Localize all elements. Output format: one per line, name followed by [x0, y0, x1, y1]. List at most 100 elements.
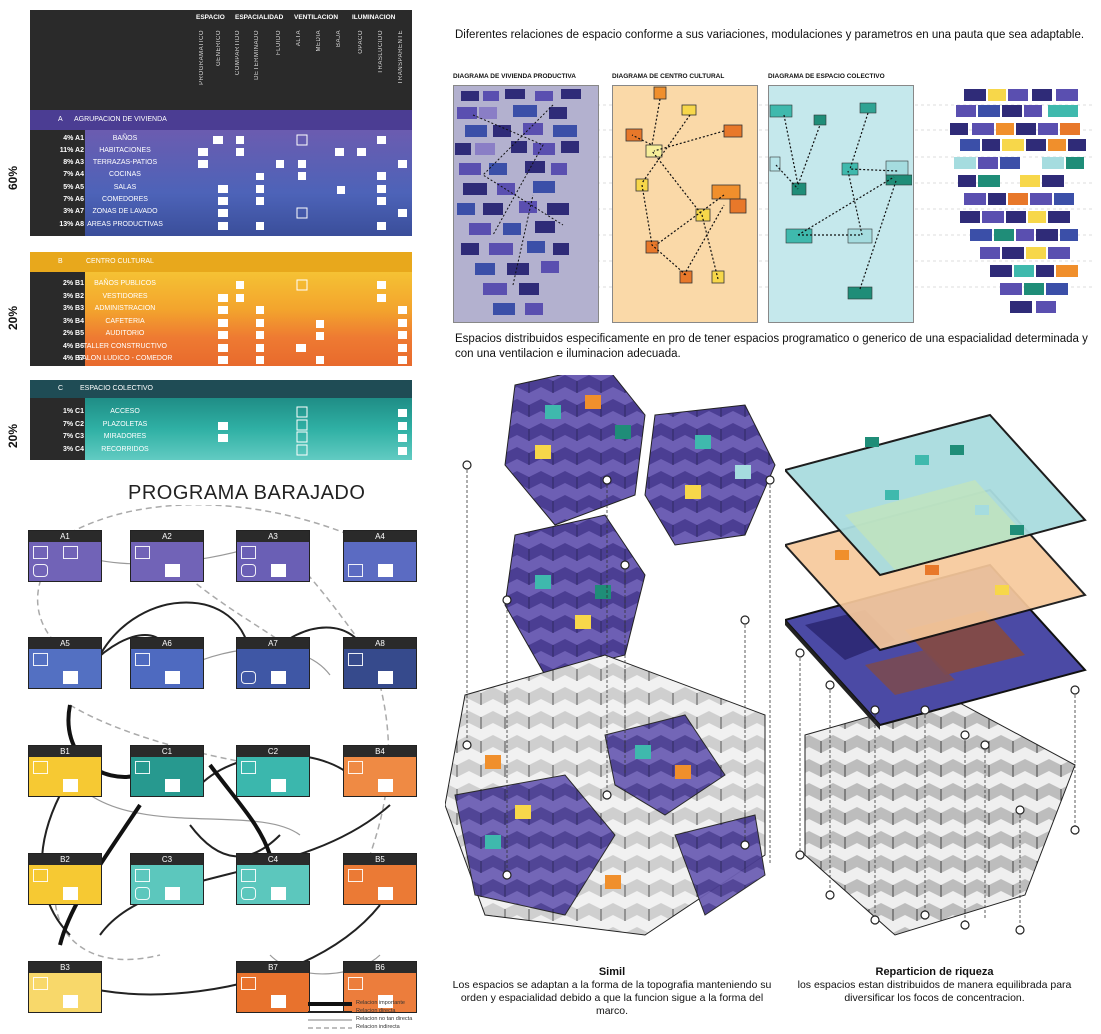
node-a5: A5	[28, 637, 102, 689]
legend-indirect: Relacion indirecta	[356, 1024, 400, 1030]
composite-blocks	[950, 89, 1086, 313]
panel-colectivo	[768, 85, 914, 323]
row-b4-name: CAFETERIA	[105, 318, 145, 325]
node-a3: A3	[236, 530, 310, 582]
colectivo-blocks	[769, 102, 912, 300]
row-a6-name: COMEDORES	[102, 196, 148, 203]
header-iluminacion: ILUMINACION	[352, 14, 396, 21]
group-a-left	[30, 130, 85, 236]
row-a7-pct: 3% A7	[63, 208, 84, 215]
riqueza-body: los espacios estan distribuidos de maner…	[797, 979, 1072, 1004]
row-b7-pct: 4% B7	[62, 355, 84, 362]
group-a-name: AGRUPACION DE VIVIENDA	[74, 116, 167, 123]
row-b6-pct: 4% B6	[62, 343, 84, 350]
row-b3-name: ADMINISTRACION	[94, 305, 156, 312]
node-label: C3	[131, 854, 203, 865]
node-label: A6	[131, 638, 203, 649]
group-c-bar	[30, 380, 412, 398]
row-b5-pct: 2% B5	[62, 330, 84, 337]
node-c1: C1	[130, 745, 204, 797]
row-b1-name: BAÑOS PUBLICOS	[94, 280, 156, 287]
node-label: A5	[29, 638, 101, 649]
node-label: C2	[237, 746, 309, 757]
simil-body: Los espacios se adaptan a la forma de la…	[452, 979, 772, 1017]
row-b4-pct: 3% B4	[62, 318, 84, 325]
row-a3-name: TERRAZAS-PATIOS	[92, 159, 158, 166]
row-c4-name: RECORRIDOS	[101, 446, 149, 453]
header-ventilacion: VENTILACION	[294, 14, 339, 21]
row-a5-pct: 5% A5	[63, 184, 84, 191]
row-a1-pct: 4% A1	[63, 135, 84, 142]
legend-important: Relacion importante	[356, 1000, 405, 1006]
row-b2-pct: 3% B2	[62, 293, 84, 300]
row-a8-pct: 13% A8	[59, 221, 84, 228]
row-b6-name: TALLER CONSTRUCTIVO	[83, 343, 167, 350]
node-b7: B7	[236, 961, 310, 1013]
program-table: ESPACIO ESPACIALIDAD VENTILACION ILUMINA…	[0, 0, 420, 470]
node-c4: C4	[236, 853, 310, 905]
header-espacio: ESPACIO	[196, 14, 225, 21]
group-c-name: ESPACIO COLECTIVO	[80, 385, 153, 392]
row-a3-pct: 8% A3	[63, 159, 84, 166]
row-c3-pct: 7% C3	[62, 433, 84, 440]
group-b-name: CENTRO CULTURAL	[86, 258, 154, 265]
row-a6-pct: 7% A6	[63, 196, 84, 203]
row-c3-name: MIRADORES	[103, 433, 147, 440]
row-b5-name: AUDITORIO	[105, 330, 145, 337]
node-b2: B2	[28, 853, 102, 905]
cultural-blocks	[625, 86, 747, 284]
row-c1-name: ACCESO	[110, 408, 140, 415]
node-c3: C3	[130, 853, 204, 905]
header-espacialidad: ESPACIALIDAD	[235, 14, 284, 21]
row-a1-name: BAÑOS	[112, 135, 138, 142]
node-a7: A7	[236, 637, 310, 689]
node-b4: B4	[343, 745, 417, 797]
node-label: B2	[29, 854, 101, 865]
group-b-left	[30, 272, 85, 366]
group-c-code: C	[58, 385, 64, 392]
node-c2: C2	[236, 745, 310, 797]
node-a4: A4	[343, 530, 417, 582]
node-b6: B6	[343, 961, 417, 1013]
node-b3: B3	[28, 961, 102, 1013]
vivienda-blocks	[455, 89, 581, 315]
row-c2-name: PLAZOLETAS	[102, 421, 148, 428]
riqueza-layers	[785, 413, 1087, 936]
node-label: B7	[237, 962, 309, 973]
node-label: B4	[344, 746, 416, 757]
node-label: B3	[29, 962, 101, 973]
intro-text: Diferentes relaciones de espacio conform…	[455, 29, 1085, 41]
group-a-code: A	[58, 116, 63, 123]
node-b5: B5	[343, 853, 417, 905]
node-label: B1	[29, 746, 101, 757]
group-b-bar	[30, 252, 412, 272]
row-a4-pct: 7% A4	[63, 171, 84, 178]
node-label: A2	[131, 531, 203, 542]
row-a7-name: ZONAS DE LAVADO	[92, 208, 158, 215]
group-c-left	[30, 398, 85, 460]
table-cell-marks	[198, 134, 407, 456]
node-label: B6	[344, 962, 416, 973]
simil-isometric	[445, 375, 776, 936]
legend-lines	[308, 1002, 352, 1029]
row-b1-pct: 2% B1	[62, 280, 84, 287]
row-b3-pct: 3% B3	[62, 305, 84, 312]
group-a-body	[30, 130, 412, 236]
diagram-label-colectivo: DIAGRAMA DE ESPACIO COLECTIVO	[768, 73, 885, 80]
row-b2-name: VESTIDORES	[102, 293, 148, 300]
node-a2: A2	[130, 530, 204, 582]
node-label: A8	[344, 638, 416, 649]
row-a2-name: HABITACIONES	[99, 147, 151, 154]
legend-direct: Relacion directa	[356, 1008, 396, 1014]
programa-title: PROGRAMA BARAJADO	[128, 482, 366, 504]
group-b-code: B	[58, 258, 63, 265]
legend: Relacion importante Relacion directa Rel…	[300, 1000, 420, 1034]
node-a6: A6	[130, 637, 204, 689]
node-label: A4	[344, 531, 416, 542]
node-label: A7	[237, 638, 309, 649]
row-c4-pct: 3% C4	[62, 446, 84, 453]
table-header	[30, 10, 412, 110]
legend-less-direct: Relacion no tan directa	[356, 1016, 413, 1022]
mid-text: Espacios distribuidos especificamente en…	[455, 333, 1088, 360]
group-a-bar	[30, 110, 412, 130]
